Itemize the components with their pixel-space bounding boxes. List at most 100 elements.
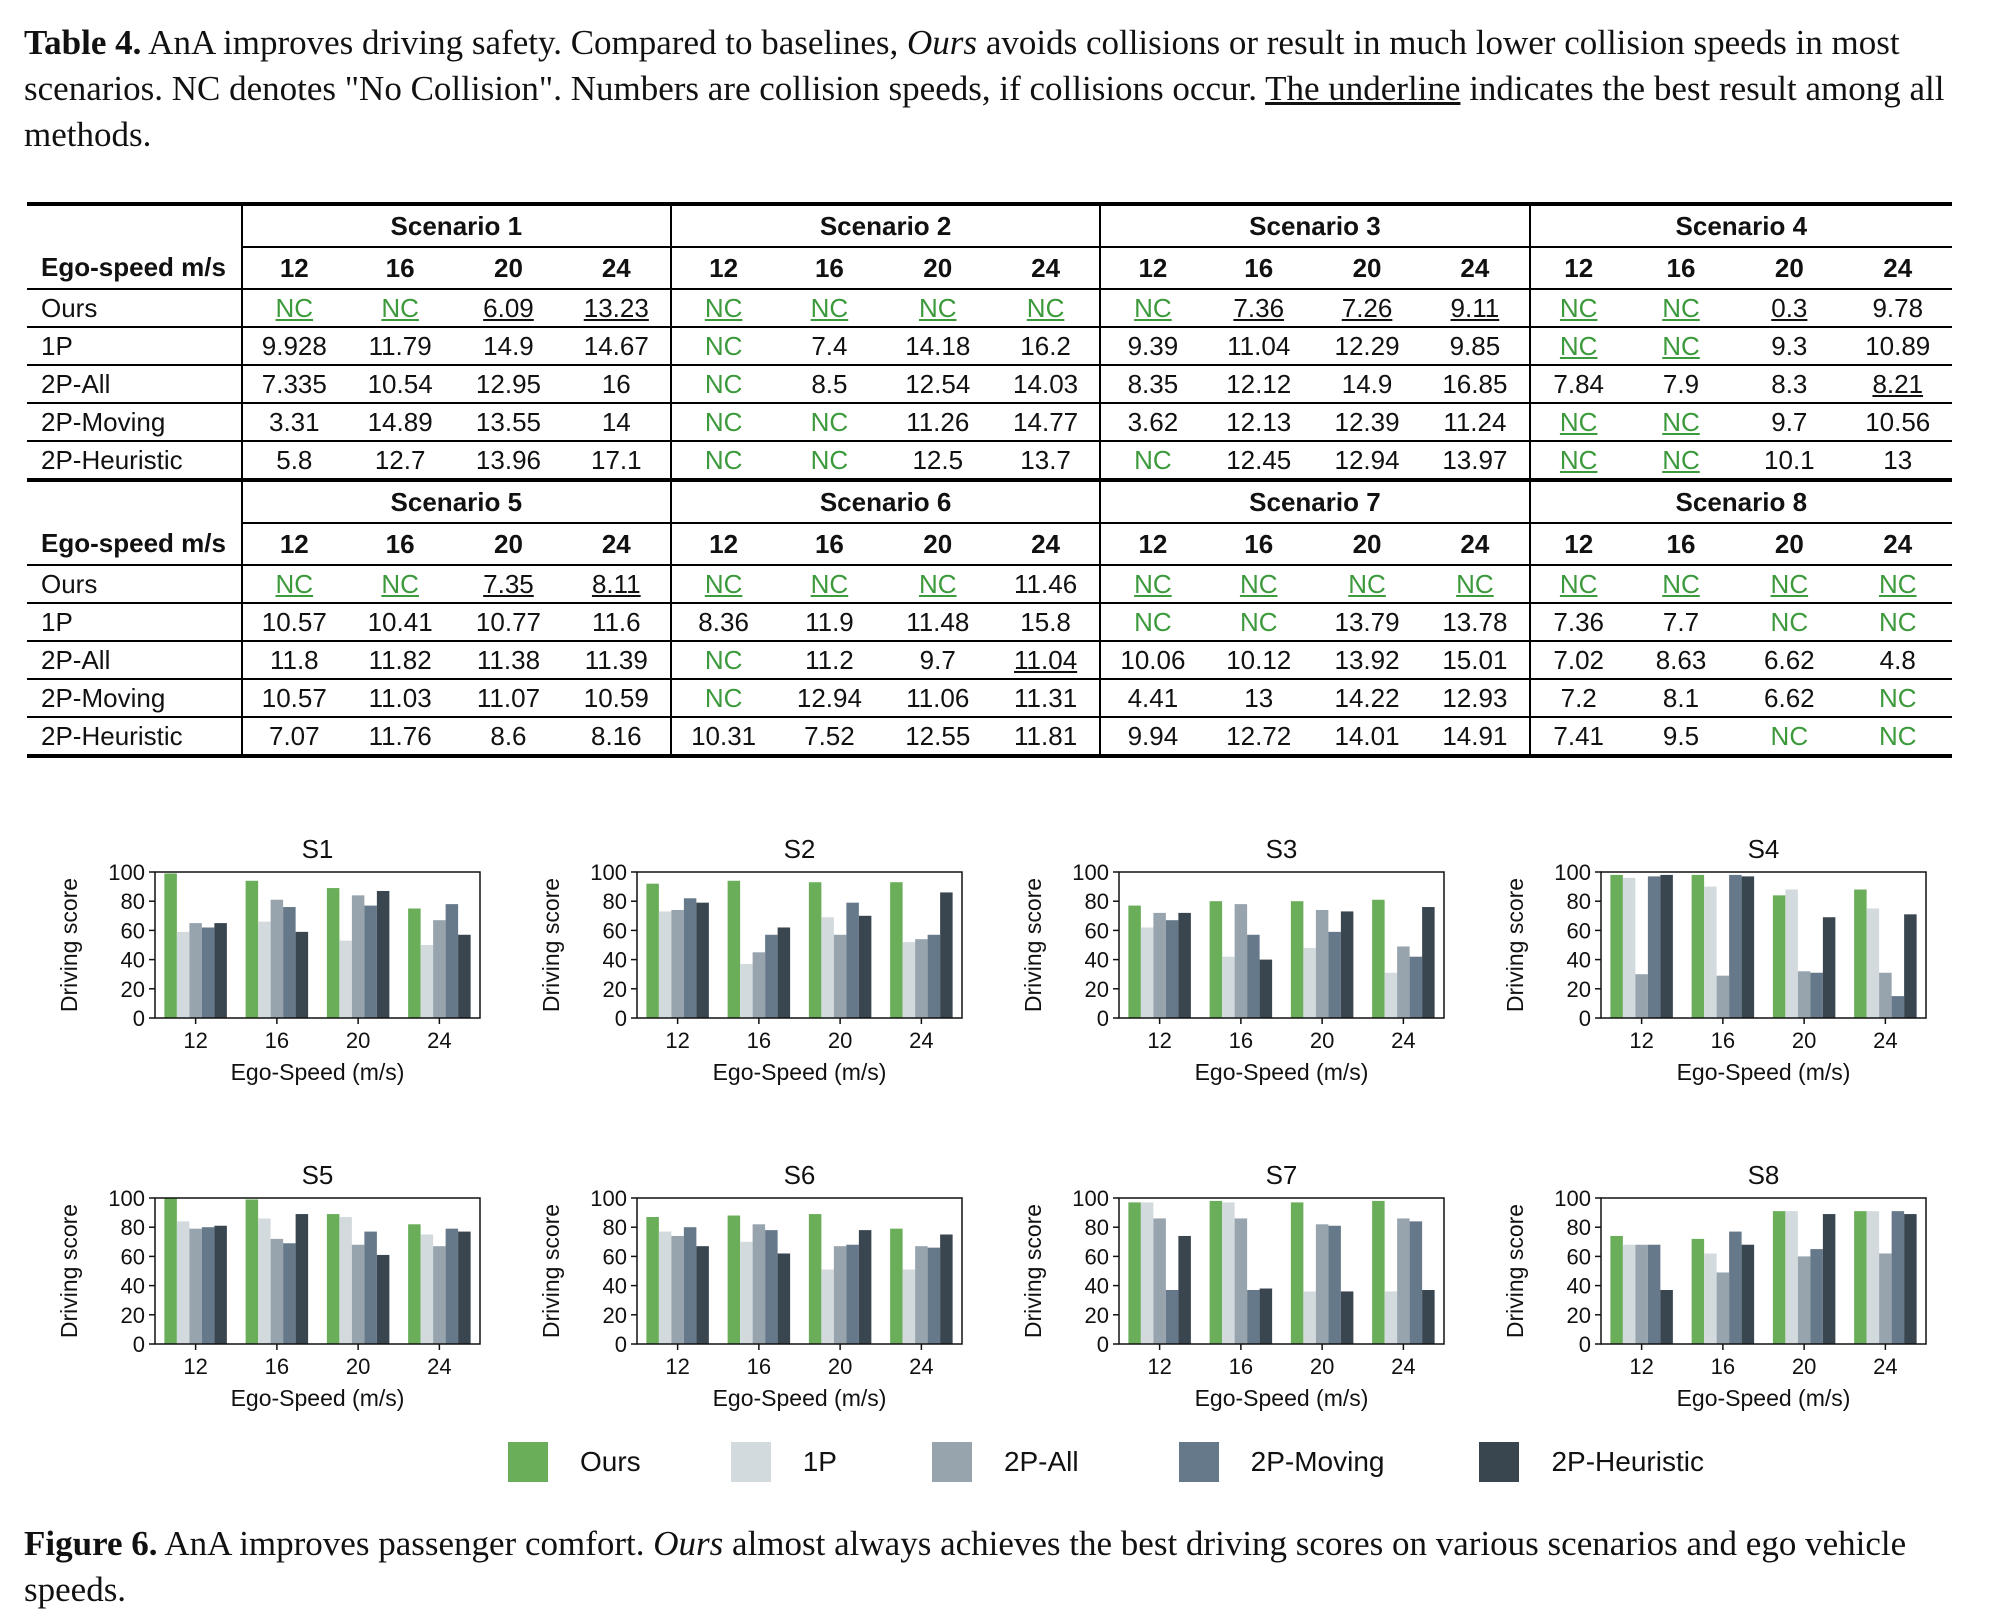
y-tick-label: 20	[1085, 1303, 1109, 1328]
cell-value: NC	[704, 330, 743, 361]
speed-header-cell: 24	[991, 247, 1101, 290]
y-tick-label: 60	[121, 1244, 145, 1269]
bar	[658, 1231, 672, 1344]
speed-header-cell: 16	[345, 247, 455, 290]
table-cell: NC	[240, 565, 346, 604]
table-cell: 8.11	[562, 565, 671, 604]
cell-value: NC	[1559, 330, 1598, 361]
table-cell: 14.9	[1312, 365, 1422, 404]
bar	[1879, 1253, 1892, 1344]
plot-frame	[636, 871, 963, 1019]
cell-value: NC	[1878, 720, 1917, 751]
table-cell: NC	[775, 565, 884, 604]
cell-value: 14.01	[1334, 720, 1400, 751]
table-row: 2P-All 7.335 10.54 12.95 16 NC 8.5 12.54 14.03 8.…	[27, 365, 1952, 404]
cell-value: NC	[1456, 568, 1494, 599]
speed-header-cell: 16	[345, 523, 455, 566]
bar	[683, 1227, 697, 1344]
y-axis-label: Driving score	[538, 1204, 564, 1338]
bar	[646, 883, 659, 1018]
table-cell: NC	[1204, 603, 1313, 642]
table-caption-ours: Ours	[907, 23, 978, 62]
table-cell: 13.7	[991, 441, 1101, 482]
table-cell: NC	[1099, 289, 1205, 328]
cell-value: NC	[1026, 292, 1065, 323]
x-tick-label: 24	[427, 1354, 451, 1379]
table-cell: 7.7	[1626, 603, 1736, 642]
cell-value: NC	[1559, 406, 1598, 437]
cell-value: 7.26	[1341, 292, 1393, 323]
cell-value: 6.62	[1764, 644, 1815, 675]
table-cell: NC	[1528, 565, 1627, 604]
table-cell: 13.78	[1421, 603, 1530, 642]
bar	[164, 1198, 177, 1344]
table-cell: NC	[1528, 327, 1627, 366]
x-tick-label: 20	[1310, 1028, 1334, 1053]
y-tick-label: 20	[121, 1303, 145, 1328]
x-tick-label: 20	[1310, 1354, 1334, 1379]
table-cell: NC	[1204, 565, 1313, 604]
chart-title: S6	[784, 1160, 816, 1190]
cell-value: NC	[1878, 568, 1917, 599]
cell-value: NC	[704, 682, 743, 713]
bar	[1797, 971, 1811, 1018]
bar	[258, 921, 271, 1018]
table-cell: NC	[669, 327, 776, 366]
bar	[658, 911, 672, 1018]
cell-value: 7.84	[1553, 368, 1604, 399]
bar	[1222, 1202, 1235, 1344]
bar	[258, 1218, 271, 1344]
cell-value: 14	[601, 406, 631, 437]
speed-header-cell: 24	[562, 247, 671, 290]
bar	[1340, 1291, 1354, 1344]
plot-frame	[636, 1197, 963, 1345]
y-tick-label: 60	[121, 918, 145, 943]
cell-value: 6.62	[1764, 682, 1815, 713]
table-cell: 12.5	[883, 441, 992, 482]
table-caption-text-1: AnA improves driving safety. Compared to…	[141, 23, 908, 62]
cell-value: NC	[1770, 568, 1809, 599]
chart-legend: Ours 1P 2P-All 2P-Moving 2P-Heuristic	[508, 1440, 1704, 1484]
cell-value: NC	[1662, 292, 1700, 323]
table-cell: 10.54	[345, 365, 455, 404]
speed-header-cell: 20	[454, 523, 563, 566]
y-tick-label: 100	[590, 1186, 627, 1211]
y-tick-label: 40	[1567, 1274, 1591, 1299]
bar	[1259, 959, 1273, 1018]
table-cell: 11.04	[1204, 327, 1313, 366]
bar	[1222, 956, 1235, 1018]
bar	[214, 923, 227, 1018]
bar	[1854, 1211, 1867, 1344]
bar	[1822, 1214, 1836, 1344]
table-cell: 13.23	[562, 289, 671, 328]
bar	[1315, 909, 1329, 1018]
table-cell: NC	[775, 403, 884, 442]
cell-value: 9.7	[1771, 406, 1808, 437]
cell-value: 13.78	[1442, 606, 1508, 637]
table-row: Ours NC NC 6.09 13.23 NC NC NC NC NC 7.36 7.26 9.11 N…	[27, 289, 1952, 328]
table-cell: NC	[1843, 679, 1952, 718]
x-tick-label: 16	[747, 1354, 771, 1379]
table-cell: 10.57	[240, 603, 346, 642]
legend-label: 1P	[802, 1446, 837, 1477]
cell-value: NC	[275, 292, 314, 323]
cell-value: NC	[918, 568, 957, 599]
cell-value: 12.12	[1226, 368, 1292, 399]
y-axis-label: Driving score	[1502, 878, 1528, 1012]
bar	[1904, 914, 1917, 1018]
bar	[376, 1254, 390, 1344]
bar	[1153, 1218, 1166, 1344]
table-cell: 11.38	[454, 641, 563, 680]
cell-value: 12.39	[1334, 406, 1400, 437]
bar	[1259, 1288, 1273, 1344]
bar	[295, 1214, 309, 1344]
cell-value: 14.22	[1334, 682, 1400, 713]
table-caption-text-3: indicates the best result among all meth…	[24, 69, 1945, 154]
table-cell: 12.94	[775, 679, 884, 718]
table-cell: NC	[345, 289, 455, 328]
table-cell: 7.35	[454, 565, 563, 604]
cell-value: 7.2	[1560, 682, 1597, 713]
bar	[1660, 1289, 1673, 1344]
bar	[1178, 1235, 1191, 1344]
method-label: 2P-Moving	[27, 403, 242, 442]
